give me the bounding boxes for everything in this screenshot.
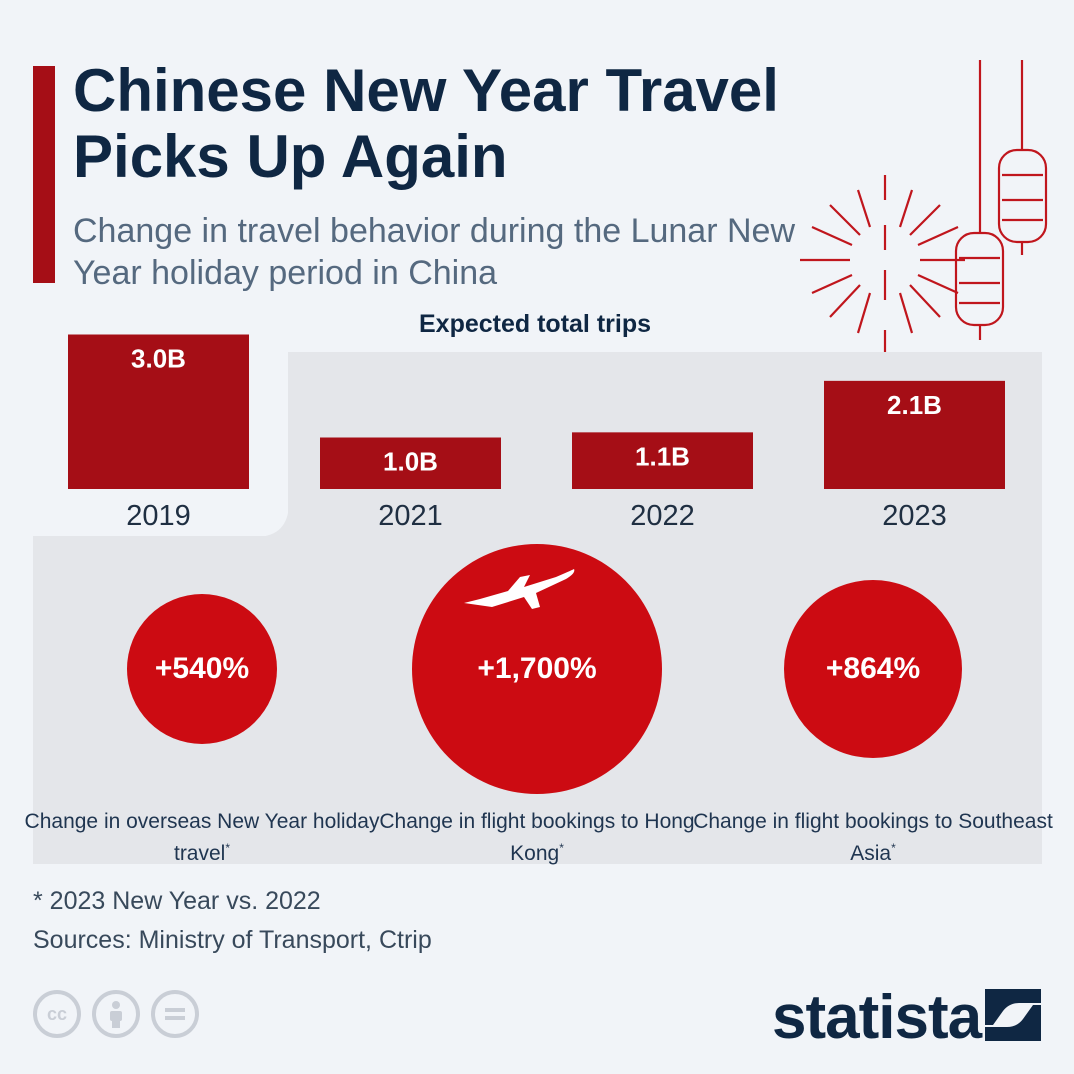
bar-2023 [824,380,1005,489]
category-label: 2019 [126,500,191,532]
statista-logo-text[interactable]: statista [772,983,982,1052]
bar-value-label: 3.0B [131,344,186,374]
person-icon [110,1001,122,1028]
category-label: 2022 [630,500,695,532]
attribution-icon[interactable] [92,990,140,1038]
airplane-icon [464,569,575,609]
chart-title: Expected total trips [419,310,651,338]
bar-value-label: 1.1B [635,441,690,471]
bar-value-label: 2.1B [887,390,942,420]
category-label: 2023 [882,500,947,532]
no-derivatives-icon[interactable] [151,990,199,1038]
sources: Sources: Ministry of Transport, Ctrip [33,926,432,954]
bar-2021 [320,437,501,489]
equals-icon [165,1008,185,1020]
footnote: * 2023 New Year vs. 2022 [33,887,321,915]
category-label: 2021 [378,500,443,532]
bar-2019 [68,334,249,489]
cc-icon[interactable]: cc [33,990,81,1038]
page-subtitle: Change in travel behavior during the Lun… [73,212,796,292]
statista-logo-icon [985,989,1041,1041]
title-accent-bar [33,66,55,283]
lantern-firework-decoration [800,60,1048,355]
bar-value-label: 1.0B [383,447,438,477]
cc-icon-label: cc [46,1003,68,1024]
page-title: Chinese New Year Travel Picks Up Again [73,57,779,190]
lantern-icon-large [997,60,1048,255]
bar-chart: 3.0B 2019 1.0B 2021 1.1B 2022 2.1B 2023 [68,334,1005,532]
license-icons: cc [33,990,199,1038]
firework-icon [800,175,965,355]
lantern-icon-small [954,60,1005,340]
bar-2022 [572,432,753,489]
